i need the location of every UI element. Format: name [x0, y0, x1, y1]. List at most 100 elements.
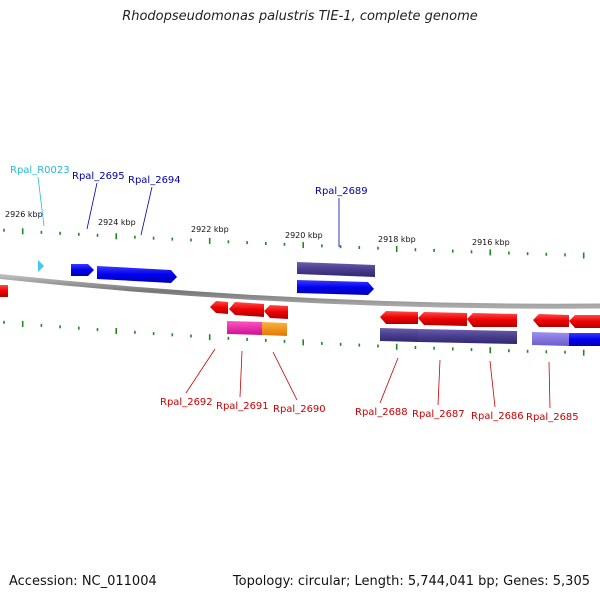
minor-tick [283, 242, 286, 246]
gene-rpal-2689-feature[interactable] [297, 262, 375, 277]
partial-gene-right-feature[interactable] [569, 333, 600, 346]
major-tick [208, 237, 211, 244]
gene-rpal-2690[interactable] [264, 305, 288, 319]
scale-label: 2922 kbp [191, 225, 229, 234]
major-tick [21, 228, 24, 235]
gene-rpal-2692[interactable] [210, 301, 228, 314]
partial-gene-left[interactable] [0, 285, 8, 297]
label-rpal-2685[interactable]: Rpal_2685 [526, 412, 579, 423]
scale-label: 2918 kbp [378, 235, 416, 244]
leader-line [185, 348, 216, 394]
gene-rpal-2691-feature[interactable] [227, 321, 262, 335]
minor-tick [227, 336, 230, 340]
minor-tick [96, 233, 99, 237]
minor-tick [190, 334, 192, 338]
major-tick [21, 320, 24, 327]
gene-rpal-2687[interactable] [418, 312, 467, 326]
minor-tick [96, 328, 99, 332]
minor-tick [508, 349, 510, 353]
minor-tick [134, 330, 136, 334]
gene-rpal-2686[interactable] [467, 313, 517, 327]
minor-tick [227, 240, 230, 244]
minor-tick [564, 350, 566, 354]
gene-rpal-2688-feature[interactable] [380, 328, 418, 342]
minor-tick [339, 245, 342, 249]
label-rpal-2695[interactable]: Rpal_2695 [72, 171, 125, 182]
leader-line [379, 357, 399, 404]
gene-rpal-2688[interactable] [380, 311, 418, 324]
leader-line [272, 351, 298, 401]
minor-tick [414, 248, 417, 252]
label-rpal-2692[interactable]: Rpal_2692 [160, 397, 213, 408]
minor-tick [59, 231, 61, 235]
gene-rpal-2690-feature[interactable] [262, 322, 287, 336]
major-tick [302, 242, 304, 249]
minor-tick [526, 252, 529, 256]
minor-tick [433, 248, 435, 252]
gene-rpal-2685[interactable] [533, 314, 569, 327]
minor-tick [283, 339, 286, 343]
minor-tick [377, 246, 379, 250]
label-rpal-2689[interactable]: Rpal_2689 [315, 186, 368, 197]
minor-tick [171, 333, 174, 337]
minor-tick [358, 343, 361, 347]
gene-rpal-2695[interactable] [71, 264, 94, 276]
major-tick [395, 246, 398, 252]
major-tick [115, 328, 117, 334]
minor-tick [452, 347, 454, 351]
minor-tick [3, 320, 5, 324]
minor-tick [414, 346, 417, 349]
label-rpal-2687[interactable]: Rpal_2687 [412, 409, 465, 420]
minor-tick [433, 346, 435, 350]
minor-tick [152, 236, 155, 240]
leader-line [140, 186, 153, 236]
label-rpal-2691[interactable]: Rpal_2691 [216, 401, 269, 412]
minor-tick [190, 238, 192, 242]
rna-feature[interactable] [38, 260, 44, 272]
label-rpal-2688[interactable]: Rpal_2688 [355, 407, 408, 418]
scale-label: 2926 kbp [5, 210, 43, 219]
label-rpal-2690[interactable]: Rpal_2690 [273, 404, 326, 415]
major-tick [582, 349, 585, 356]
gene-rpal-2691[interactable] [229, 302, 264, 317]
leader-line [548, 361, 551, 409]
minor-tick [40, 323, 43, 327]
reverse-scale-ticks [3, 320, 585, 356]
minor-tick [171, 237, 174, 241]
gene-rpal-2687-feature[interactable] [418, 329, 517, 344]
minor-tick [265, 338, 267, 342]
minor-tick [321, 341, 323, 345]
leader-line [239, 350, 243, 398]
minor-tick [134, 235, 136, 239]
minor-tick [246, 241, 248, 245]
accession-text: Accession: NC_011004 [9, 574, 157, 589]
label-rpal-r0023[interactable]: Rpal_R0023 [10, 165, 70, 176]
minor-tick [40, 230, 43, 234]
minor-tick [3, 228, 5, 232]
minor-tick [321, 244, 323, 248]
major-tick [582, 252, 585, 259]
minor-tick [377, 344, 379, 348]
gene-rpal-2694[interactable] [97, 266, 177, 283]
label-rpal-2686[interactable]: Rpal_2686 [471, 411, 524, 422]
major-tick [489, 347, 491, 354]
map-title: Rhodopseudomonas palustris TIE-1, comple… [122, 9, 478, 24]
scale-label: 2924 kbp [98, 218, 136, 227]
minor-tick [564, 253, 566, 257]
label-rpal-2694[interactable]: Rpal_2694 [128, 175, 181, 186]
major-tick [395, 343, 398, 350]
minor-tick [78, 232, 80, 236]
gene-rpal-2685-feature[interactable] [532, 332, 569, 346]
minor-tick [339, 342, 342, 346]
minor-tick [508, 251, 510, 255]
genome-backbone [0, 274, 600, 309]
minor-tick [545, 350, 548, 354]
minor-tick [470, 250, 473, 254]
forward-scale-ticks [3, 228, 585, 259]
partial-gene-right[interactable] [569, 315, 600, 328]
minor-tick [265, 242, 267, 245]
major-tick [208, 334, 211, 341]
leader-line [37, 176, 45, 227]
gene-rpal-2689[interactable] [297, 280, 374, 295]
major-tick [302, 339, 304, 346]
